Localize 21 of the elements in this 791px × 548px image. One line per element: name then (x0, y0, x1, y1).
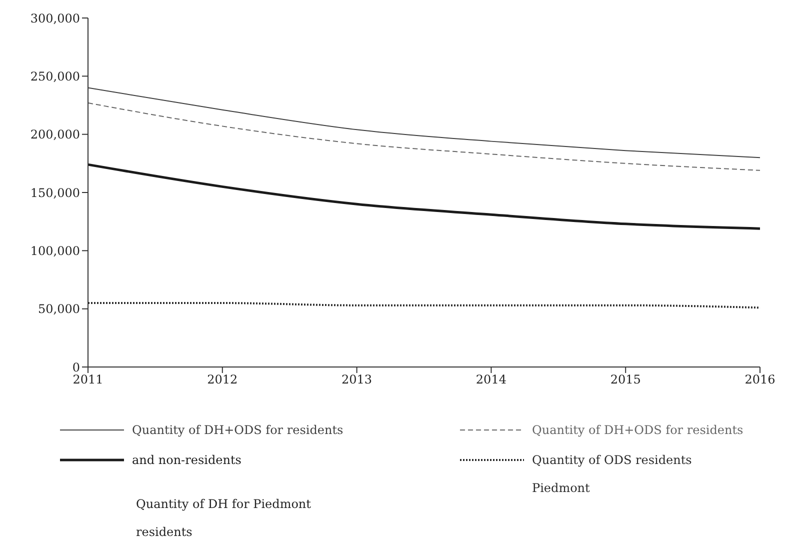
text: and non-residents (132, 452, 242, 469)
y-tick-label: 300,000 (30, 11, 80, 26)
x-tick-label: 2014 (476, 372, 507, 387)
y-tick-label: 0 (72, 360, 80, 374)
text: Quantity of ODS residents Piedmont (532, 452, 693, 497)
y-tick-label: 150,000 (30, 186, 80, 200)
y-tick-label: 200,000 (30, 128, 80, 142)
y-tick-label: 250,000 (30, 69, 80, 84)
text: Quantity of DH+ODS for residents (532, 422, 744, 439)
text: Quantity of DH for Piedmont residents (136, 496, 312, 541)
line-series (88, 87, 760, 158)
x-tick-label: 2012 (207, 372, 238, 387)
line-series (88, 102, 760, 171)
x-tick-label: 2013 (342, 372, 372, 387)
y-tick-label: 50,000 (38, 302, 80, 316)
x-tick-label: 2016 (744, 372, 776, 387)
line-series (86, 163, 762, 230)
y-tick-label: 100,000 (30, 244, 80, 258)
x-tick-label: 2011 (72, 372, 104, 387)
x-tick-label: 2015 (610, 372, 641, 387)
text: Quantity of DH+ODS for residents (132, 422, 344, 439)
